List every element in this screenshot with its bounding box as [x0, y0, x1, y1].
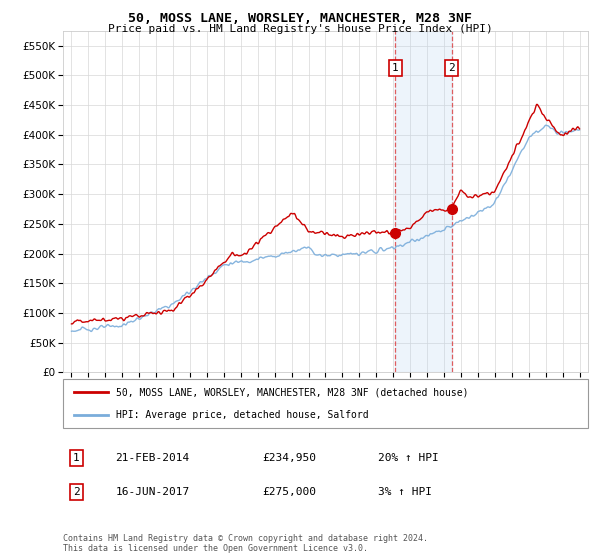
Text: 3% ↑ HPI: 3% ↑ HPI — [378, 487, 432, 497]
Text: Price paid vs. HM Land Registry's House Price Index (HPI): Price paid vs. HM Land Registry's House … — [107, 24, 493, 34]
Text: 1: 1 — [392, 63, 399, 73]
Text: 21-FEB-2014: 21-FEB-2014 — [115, 452, 190, 463]
Text: 16-JUN-2017: 16-JUN-2017 — [115, 487, 190, 497]
Text: 2: 2 — [448, 63, 455, 73]
Text: £275,000: £275,000 — [263, 487, 317, 497]
Text: HPI: Average price, detached house, Salford: HPI: Average price, detached house, Salf… — [115, 410, 368, 420]
Text: Contains HM Land Registry data © Crown copyright and database right 2024.
This d: Contains HM Land Registry data © Crown c… — [63, 534, 428, 553]
FancyBboxPatch shape — [63, 379, 588, 428]
Text: 50, MOSS LANE, WORSLEY, MANCHESTER, M28 3NF: 50, MOSS LANE, WORSLEY, MANCHESTER, M28 … — [128, 12, 472, 25]
Text: 1: 1 — [73, 452, 79, 463]
Text: £234,950: £234,950 — [263, 452, 317, 463]
Bar — [395, 31, 452, 372]
Text: 2: 2 — [73, 487, 79, 497]
Text: 20% ↑ HPI: 20% ↑ HPI — [378, 452, 439, 463]
Text: 50, MOSS LANE, WORSLEY, MANCHESTER, M28 3NF (detached house): 50, MOSS LANE, WORSLEY, MANCHESTER, M28 … — [115, 388, 468, 398]
